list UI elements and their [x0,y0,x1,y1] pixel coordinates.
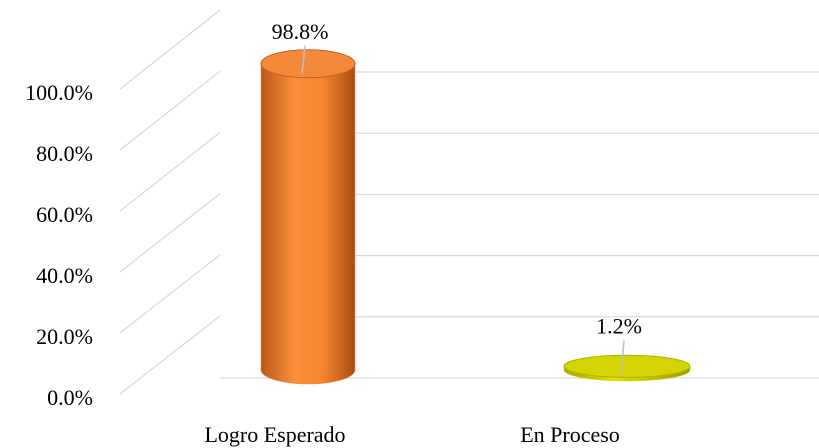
grid-line [119,254,819,334]
bar-top [260,49,356,79]
grid-line [119,315,819,395]
y-tick-label: 80.0% [36,141,93,166]
data-label: 98.8% [272,19,329,44]
bar [260,63,356,385]
y-tick-label: 20.0% [36,324,93,349]
y-tick-label: 0.0% [47,385,93,410]
y-tick-label: 60.0% [36,202,93,227]
y-tick-label: 100.0% [25,80,93,105]
bar-top [563,354,691,378]
x-tick-label: En Proceso [520,422,620,447]
leader-line [301,45,306,74]
y-tick-label: 40.0% [36,263,93,288]
data-label: 1.2% [596,313,642,338]
grid-line [119,70,819,151]
grid-line [119,9,819,90]
x-tick-label: Logro Esperado [204,422,345,447]
grid-line [119,193,819,273]
leader-line [620,340,625,377]
grid-line [119,131,819,212]
